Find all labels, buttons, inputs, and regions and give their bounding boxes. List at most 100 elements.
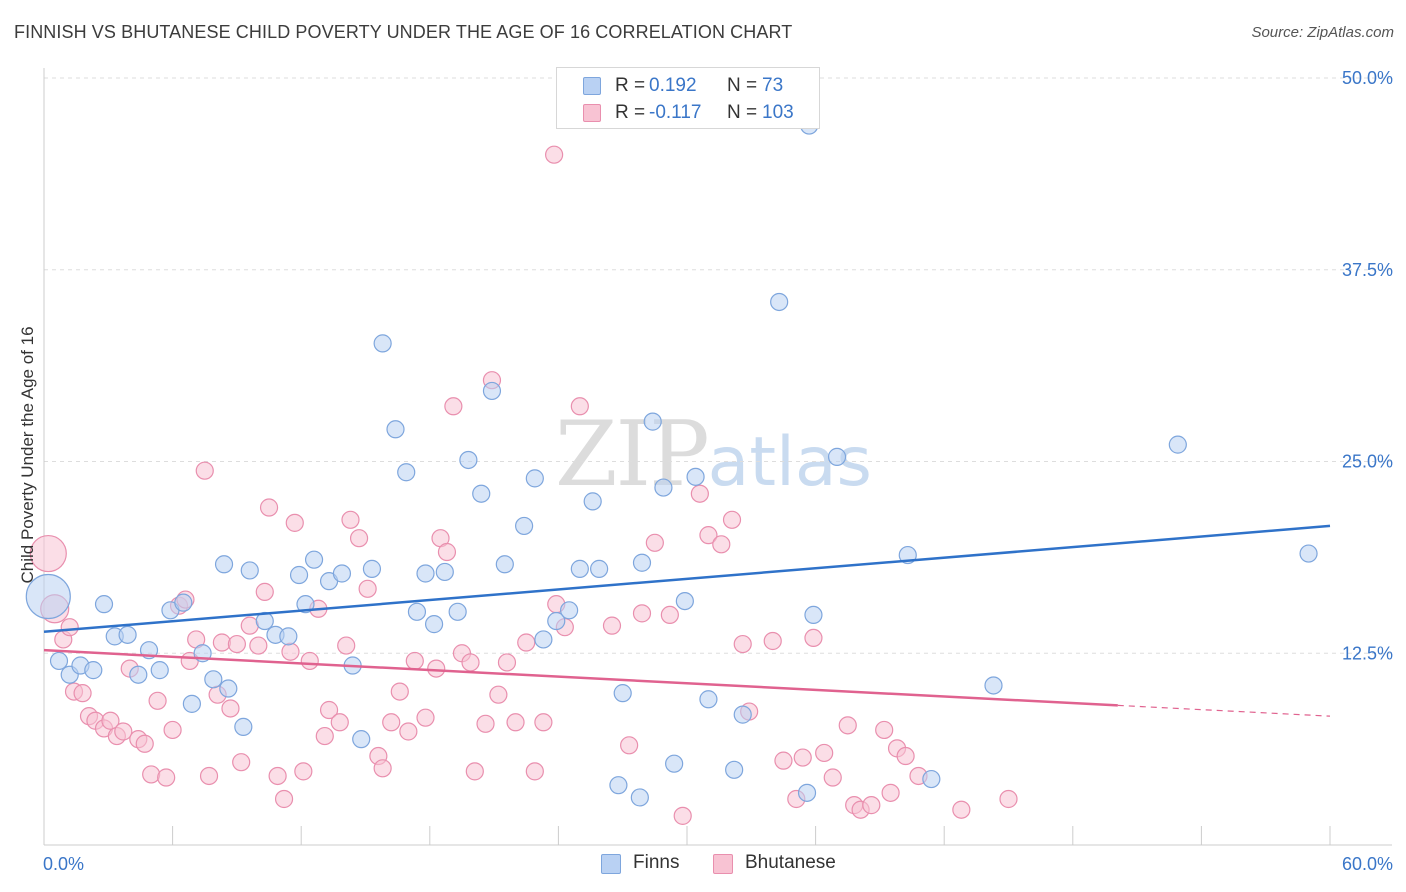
bhutanese-point xyxy=(281,642,300,661)
bhutanese-point xyxy=(497,653,517,672)
finns-point xyxy=(630,788,649,807)
series-legend: Finns Bhutanese xyxy=(0,852,1406,878)
legend-label: Bhutanese xyxy=(745,852,836,873)
finns-point xyxy=(416,564,435,583)
y-tick-label: 12.5% xyxy=(1342,643,1393,663)
bhutanese-point xyxy=(294,762,313,781)
finns-point xyxy=(84,661,103,680)
bhutanese-point xyxy=(60,618,79,637)
bhutanese-point xyxy=(517,633,536,652)
bhutanese-point xyxy=(506,713,525,732)
finns-point xyxy=(296,595,315,614)
bhutanese-point xyxy=(570,397,589,416)
finns-point xyxy=(386,420,405,439)
watermark: ZIPatlas xyxy=(555,402,872,507)
finns-point xyxy=(435,562,454,582)
bhutanese-point xyxy=(135,734,154,753)
finns-point xyxy=(827,447,847,466)
bhutanese-point xyxy=(315,726,334,746)
y-tick-label: 37.5% xyxy=(1342,260,1393,280)
bhutanese-point xyxy=(232,753,251,772)
bhutanese-point xyxy=(268,766,287,786)
bhutanese-point xyxy=(157,768,176,787)
finns-point xyxy=(219,679,238,698)
finns-point xyxy=(770,292,789,312)
bhutanese-point xyxy=(416,708,435,727)
finns-point xyxy=(1168,435,1187,454)
bhutanese-point xyxy=(444,397,463,416)
bhutanese-point xyxy=(673,806,692,825)
bhutanese-point xyxy=(255,582,274,601)
n-value: 103 xyxy=(762,102,794,123)
finns-point xyxy=(560,601,579,620)
bhutanese-point xyxy=(148,691,167,710)
bhutanese-point xyxy=(534,713,553,732)
finns-point xyxy=(448,602,467,621)
finns-point xyxy=(352,730,371,749)
finns-point xyxy=(515,516,534,536)
bhutanese-point xyxy=(227,634,246,654)
finns-point xyxy=(570,559,589,578)
bhutanese-point xyxy=(862,796,881,815)
bhutanese-point xyxy=(763,631,782,651)
finns-point xyxy=(150,661,169,680)
bhutanese-point xyxy=(259,498,279,517)
bhutanese-point xyxy=(489,685,508,704)
bhutanese-point xyxy=(300,651,319,671)
bhutanese-point xyxy=(465,762,484,781)
finns-point xyxy=(665,754,684,773)
bhutanese-point xyxy=(881,783,900,802)
finns-point xyxy=(547,611,566,631)
bhutanese-point xyxy=(712,535,731,554)
finns-point xyxy=(204,670,223,689)
finns-point xyxy=(118,625,137,644)
r-value: 0.192 xyxy=(649,75,697,96)
bhutanese-point xyxy=(793,748,812,767)
bhutanese-point xyxy=(476,714,495,733)
finns-point xyxy=(643,412,662,431)
bhutanese-point xyxy=(199,766,219,786)
bhutanese-point xyxy=(823,768,842,787)
correlation-legend: R = 0.192 N = 73 R = -0.117 N = 103 xyxy=(556,67,820,129)
bhutanese-point xyxy=(461,653,480,672)
bhutanese-point xyxy=(952,800,971,819)
finns-point xyxy=(459,450,478,470)
bhutanese-point xyxy=(142,765,161,784)
bhutanese-point xyxy=(405,651,424,671)
finns-point xyxy=(525,469,544,488)
bhutanese-point xyxy=(602,616,622,635)
bhutanese-point xyxy=(804,628,823,648)
finns-point xyxy=(174,593,193,612)
bhutanese-point xyxy=(838,716,857,735)
finns-point xyxy=(397,463,416,482)
finns-point xyxy=(49,651,69,671)
bhutanese-point xyxy=(525,762,544,781)
n-label: N = xyxy=(727,75,758,96)
finns-trend-line xyxy=(43,524,1331,634)
finns-point xyxy=(583,492,602,511)
bhutanese-point xyxy=(690,484,709,503)
x-tick-label: 0.0% xyxy=(43,854,84,874)
bhutanese-point xyxy=(240,616,259,635)
bhutanese-points xyxy=(29,145,1018,825)
tick-labels: 12.5% 25.0% 37.5% 50.0% 0.0% 60.0% xyxy=(43,68,1393,874)
finns-point xyxy=(984,676,1003,695)
finns-point xyxy=(534,630,553,649)
bhutanese-point xyxy=(358,579,377,598)
bhutanese-point xyxy=(221,699,240,718)
n-label: N = xyxy=(727,102,758,123)
finns-point xyxy=(472,484,491,503)
finns-point xyxy=(654,478,673,497)
bhutanese-point xyxy=(341,510,360,529)
r-value: -0.117 xyxy=(649,102,702,123)
finns-point xyxy=(922,769,941,789)
bhutanese-swatch xyxy=(583,104,601,122)
finns-point xyxy=(797,783,817,802)
trend-lines xyxy=(43,524,1331,717)
y-axis-label: Child Poverty Under the Age of 16 xyxy=(18,326,37,584)
bhutanese-point xyxy=(545,145,564,164)
bhutanese-point xyxy=(337,636,356,655)
bhutanese-point xyxy=(390,682,409,701)
bhutanese-point xyxy=(330,713,349,732)
watermark-zip: ZIP xyxy=(555,402,710,507)
